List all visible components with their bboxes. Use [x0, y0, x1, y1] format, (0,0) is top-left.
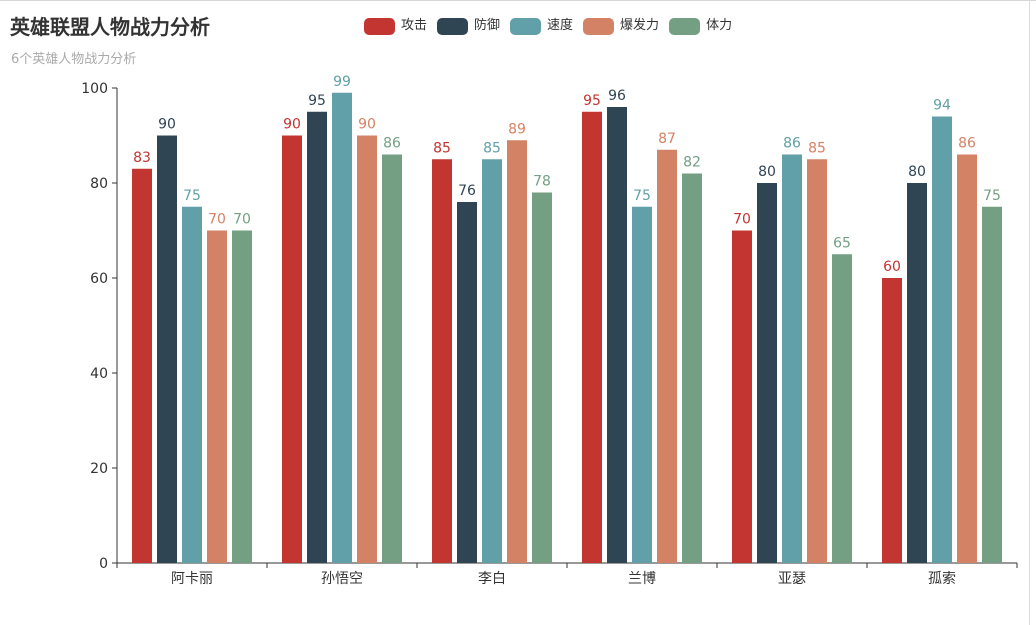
bar: [432, 159, 452, 563]
bar-value-label: 85: [483, 140, 501, 156]
bar: [832, 254, 852, 563]
chart-title: 英雄联盟人物战力分析: [10, 15, 210, 39]
bar-value-label: 85: [808, 140, 826, 156]
bar-value-label: 90: [283, 117, 301, 133]
y-tick-label: 100: [81, 81, 108, 97]
x-tick-label: 孙悟空: [321, 571, 363, 587]
bar: [382, 154, 402, 563]
legend-label-defense: 防御: [474, 18, 501, 33]
bar: [182, 206, 202, 563]
x-tick-label: 亚瑟: [778, 571, 806, 587]
bar-value-label: 87: [658, 131, 676, 147]
bar: [807, 159, 827, 563]
bar-value-label: 80: [908, 164, 926, 180]
legend-swatch-speed: [510, 17, 542, 35]
legend-label-burst: 爆发力: [620, 18, 660, 33]
legend-item-speed[interactable]: 速度: [510, 16, 573, 36]
bar-value-label: 90: [158, 117, 176, 133]
bar: [982, 206, 1002, 563]
bar: [332, 92, 352, 563]
chart-axes: 0 20 40 60 80 100 阿卡丽 孙悟空 李白 兰博 亚瑟 孤索: [81, 81, 1018, 587]
bar-value-label: 86: [958, 136, 976, 152]
bar-value-label: 82: [683, 155, 701, 171]
bar-value-label: 80: [758, 164, 776, 180]
bar: [307, 111, 327, 563]
x-tick-label: 阿卡丽: [171, 571, 213, 587]
bar-value-label: 70: [733, 212, 751, 228]
bar-value-label: 65: [833, 235, 851, 251]
bar-value-label: 75: [983, 188, 1001, 204]
bar-value-label: 75: [633, 188, 651, 204]
bar: [532, 192, 552, 563]
legend-label-stamina: 体力: [706, 18, 733, 33]
legend-label-speed: 速度: [547, 18, 574, 33]
chart-data-labels: 83 90 75 70 70 90 95 99 90 86 85 76 85 89 78 95 96 75 87 82…: [133, 74, 1001, 275]
legend-label-attack: 攻击: [401, 18, 428, 33]
bar-value-label: 86: [783, 136, 801, 152]
bar: [132, 168, 152, 563]
bar: [782, 154, 802, 563]
bar-value-label: 90: [358, 117, 376, 133]
legend: 攻击 防御 速度 爆发力 体力: [364, 16, 732, 36]
x-tick-label: 孤索: [928, 570, 956, 587]
bar-value-label: 76: [458, 183, 476, 199]
bar-value-label: 96: [608, 88, 626, 104]
bar: [907, 183, 927, 563]
bar-value-label: 83: [133, 150, 151, 166]
bar: [607, 107, 627, 563]
bar: [457, 202, 477, 563]
x-tick-label: 李白: [478, 571, 506, 587]
bar: [482, 159, 502, 563]
right-border: [1029, 0, 1030, 625]
chart-subtitle: 6个英雄人物战力分析: [11, 52, 137, 67]
bar: [882, 278, 902, 563]
bar: [757, 183, 777, 563]
y-tick-label: 40: [90, 366, 108, 382]
legend-item-stamina[interactable]: 体力: [669, 16, 732, 36]
bar: [157, 135, 177, 563]
bar-value-label: 70: [208, 212, 226, 228]
bar-value-label: 85: [433, 140, 451, 156]
bar: [357, 135, 377, 563]
bar-value-label: 89: [508, 121, 526, 137]
bar: [932, 116, 952, 563]
legend-swatch-attack: [364, 17, 395, 35]
legend-item-defense[interactable]: 防御: [437, 16, 500, 36]
bar-value-label: 95: [308, 93, 326, 109]
legend-item-burst[interactable]: 爆发力: [583, 16, 659, 36]
bar: [632, 206, 652, 563]
legend-swatch-burst: [583, 17, 615, 35]
bar-value-label: 86: [383, 136, 401, 152]
bar: [232, 230, 252, 563]
bar-value-label: 60: [883, 259, 901, 275]
y-tick-label: 0: [99, 556, 108, 572]
bar-value-label: 95: [583, 93, 601, 109]
bar-value-label: 94: [933, 98, 951, 114]
bar: [507, 140, 527, 563]
y-tick-label: 60: [90, 271, 108, 287]
bar: [957, 154, 977, 563]
top-border: [0, 0, 1036, 1]
bar: [582, 111, 602, 563]
legend-item-attack[interactable]: 攻击: [364, 16, 427, 36]
bar: [282, 135, 302, 563]
bar: [207, 230, 227, 563]
bar-value-label: 78: [533, 174, 551, 190]
bar: [657, 149, 677, 563]
legend-swatch-defense: [437, 17, 469, 35]
x-tick-label: 兰博: [628, 570, 656, 587]
bar: [732, 230, 752, 563]
legend-swatch-stamina: [669, 17, 701, 35]
chart-bars: [132, 92, 1002, 563]
y-tick-label: 80: [90, 176, 108, 192]
bar: [682, 173, 702, 563]
bar-value-label: 99: [333, 74, 351, 90]
bar-value-label: 75: [183, 188, 201, 204]
bar-value-label: 70: [233, 212, 251, 228]
y-tick-label: 20: [90, 461, 108, 477]
